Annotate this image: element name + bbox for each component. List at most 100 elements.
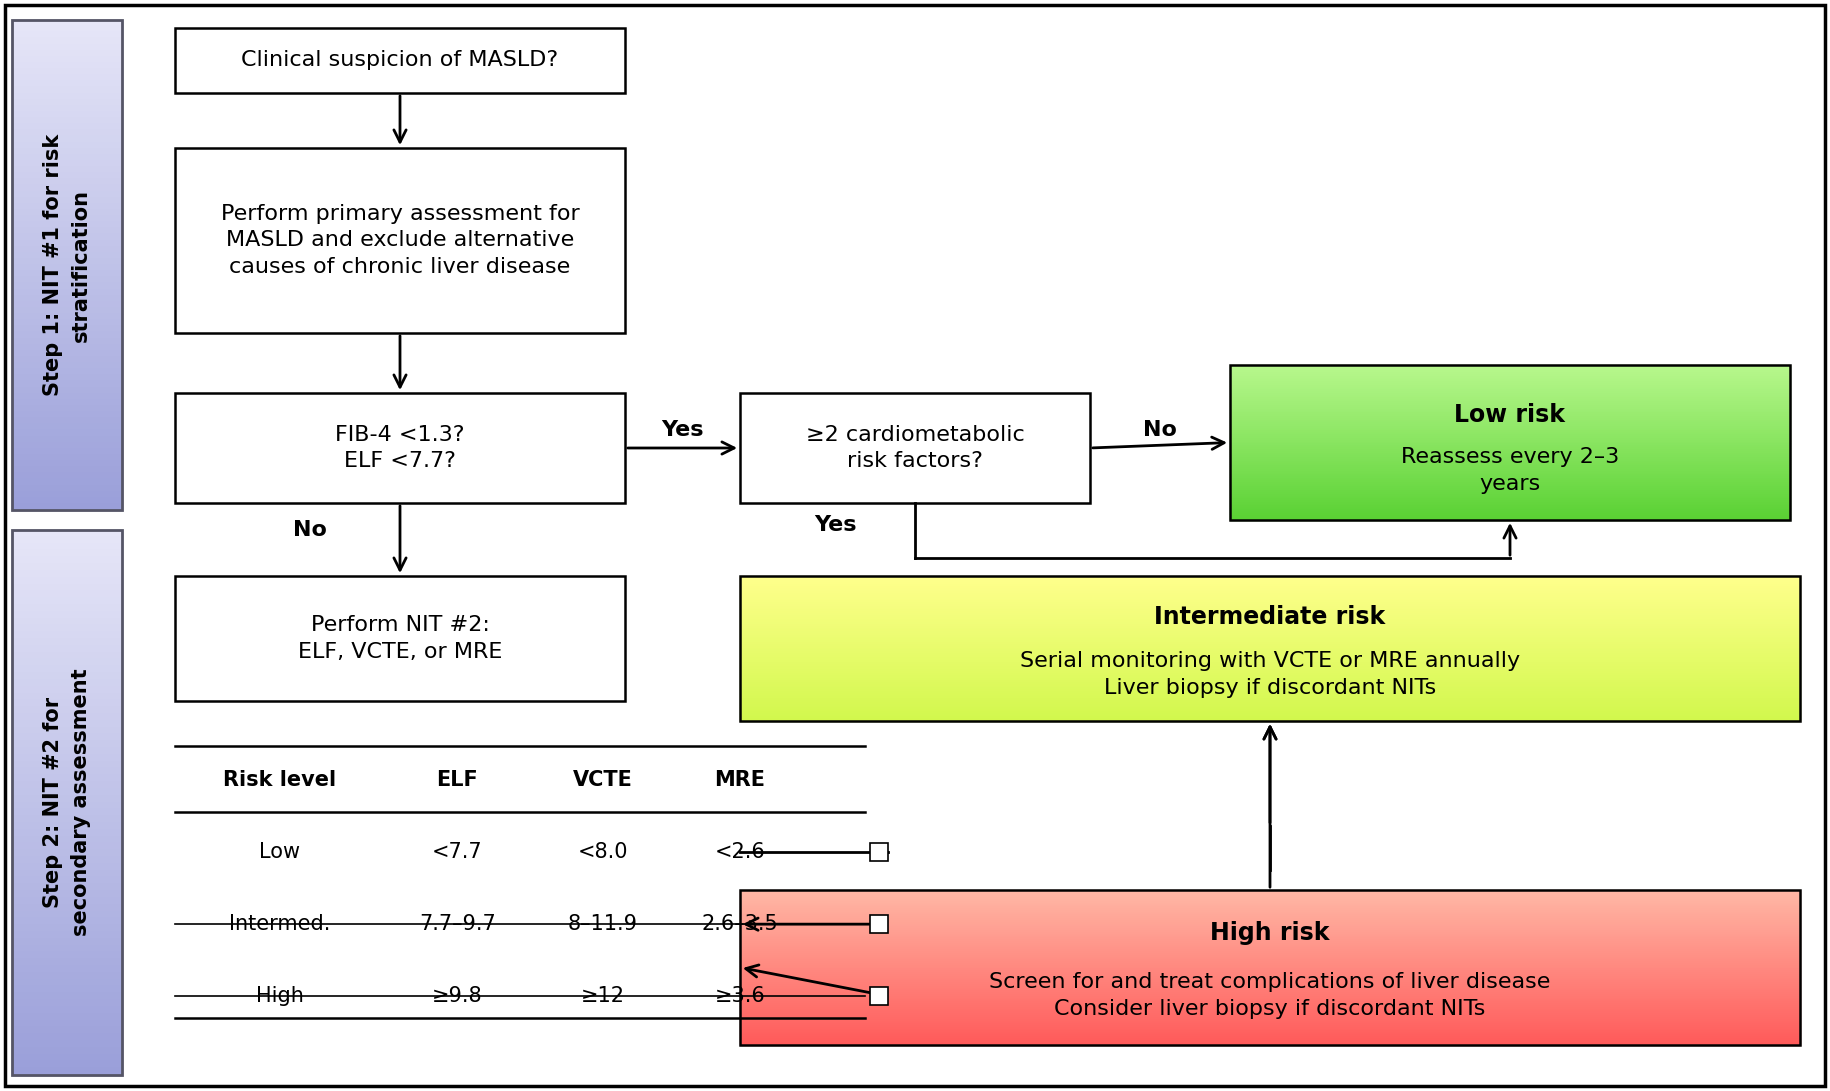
Bar [739, 921, 1801, 923]
Bar [739, 963, 1801, 966]
Bar [1230, 374, 1790, 376]
Bar [739, 952, 1801, 954]
Bar [739, 579, 1801, 582]
Bar [739, 1028, 1801, 1030]
Bar [13, 843, 123, 850]
Bar [739, 656, 1801, 658]
Bar [739, 1023, 1801, 1026]
Bar [1230, 369, 1790, 371]
Bar [739, 988, 1801, 991]
Bar [1230, 473, 1790, 476]
Bar [1230, 425, 1790, 427]
Bar [13, 659, 123, 667]
Bar [13, 473, 123, 479]
Bar [13, 45, 123, 50]
Bar [13, 448, 123, 455]
Bar [13, 302, 123, 308]
Bar [13, 1028, 123, 1034]
Bar [1230, 501, 1790, 503]
Text: Serial monitoring with VCTE or MRE annually
Liver biopsy if discordant NITs: Serial monitoring with VCTE or MRE annua… [1019, 651, 1521, 698]
Bar [739, 645, 1801, 647]
Bar [1230, 401, 1790, 404]
Bar [13, 952, 123, 959]
Bar [13, 551, 123, 558]
Bar [739, 708, 1801, 710]
Bar [13, 973, 123, 980]
Bar [739, 1043, 1801, 1045]
Bar [739, 890, 1801, 892]
Bar [739, 928, 1801, 931]
Bar [13, 728, 123, 734]
Bar [739, 603, 1801, 606]
Bar [1230, 481, 1790, 483]
Bar [1230, 454, 1790, 456]
Bar [739, 632, 1801, 634]
Bar [1230, 483, 1790, 485]
Bar [13, 430, 123, 436]
Bar [13, 619, 123, 625]
Text: Step 2: NIT #2 for
secondary assessment: Step 2: NIT #2 for secondary assessment [42, 669, 92, 936]
Text: No: No [1144, 420, 1177, 440]
Bar [739, 1014, 1801, 1016]
Bar [13, 816, 123, 823]
Bar [13, 632, 123, 639]
Bar [739, 946, 1801, 948]
Text: <8.0: <8.0 [576, 842, 628, 862]
Bar [13, 265, 123, 272]
Bar [13, 63, 123, 69]
Bar [13, 75, 123, 81]
Bar [739, 625, 1801, 626]
Bar [13, 755, 123, 762]
Bar [739, 971, 1801, 973]
Bar [1230, 456, 1790, 458]
Bar [13, 598, 123, 604]
Bar [739, 600, 1801, 601]
Bar [739, 958, 1801, 960]
Bar [739, 1033, 1801, 1035]
Bar [13, 167, 123, 173]
Bar [739, 681, 1801, 683]
Bar [13, 497, 123, 504]
Text: 7.7–9.7: 7.7–9.7 [419, 914, 496, 934]
Bar [1230, 391, 1790, 392]
Bar [1230, 458, 1790, 460]
Bar [1230, 503, 1790, 504]
Bar [739, 1022, 1801, 1023]
Bar [739, 609, 1801, 611]
Bar [13, 418, 123, 424]
Bar [13, 185, 123, 192]
Bar [1230, 429, 1790, 431]
Bar [13, 1020, 123, 1028]
Bar [13, 333, 123, 338]
Bar [13, 387, 123, 394]
Bar [13, 1055, 123, 1062]
Bar [739, 606, 1801, 607]
Bar [1230, 423, 1790, 425]
Bar [13, 436, 123, 443]
Text: 8–11.9: 8–11.9 [567, 914, 637, 934]
FancyBboxPatch shape [176, 148, 626, 333]
Bar [739, 697, 1801, 699]
Bar [13, 485, 123, 492]
Text: ≥12: ≥12 [580, 986, 624, 1006]
Bar [13, 1007, 123, 1014]
Bar [13, 585, 123, 591]
Bar [739, 578, 1801, 579]
Bar [739, 983, 1801, 985]
Bar [13, 296, 123, 302]
Bar [739, 616, 1801, 618]
Text: Reassess every 2–3
years: Reassess every 2–3 years [1402, 447, 1620, 493]
Bar [13, 326, 123, 333]
Bar [1230, 376, 1790, 379]
Bar [739, 936, 1801, 938]
Bar [739, 623, 1801, 625]
Bar [1230, 496, 1790, 499]
Bar [739, 626, 1801, 628]
Bar [1230, 504, 1790, 506]
Bar [1230, 499, 1790, 501]
Bar [1230, 404, 1790, 406]
Bar [13, 558, 123, 564]
Bar [13, 795, 123, 803]
Bar [739, 643, 1801, 645]
Bar [739, 944, 1801, 946]
